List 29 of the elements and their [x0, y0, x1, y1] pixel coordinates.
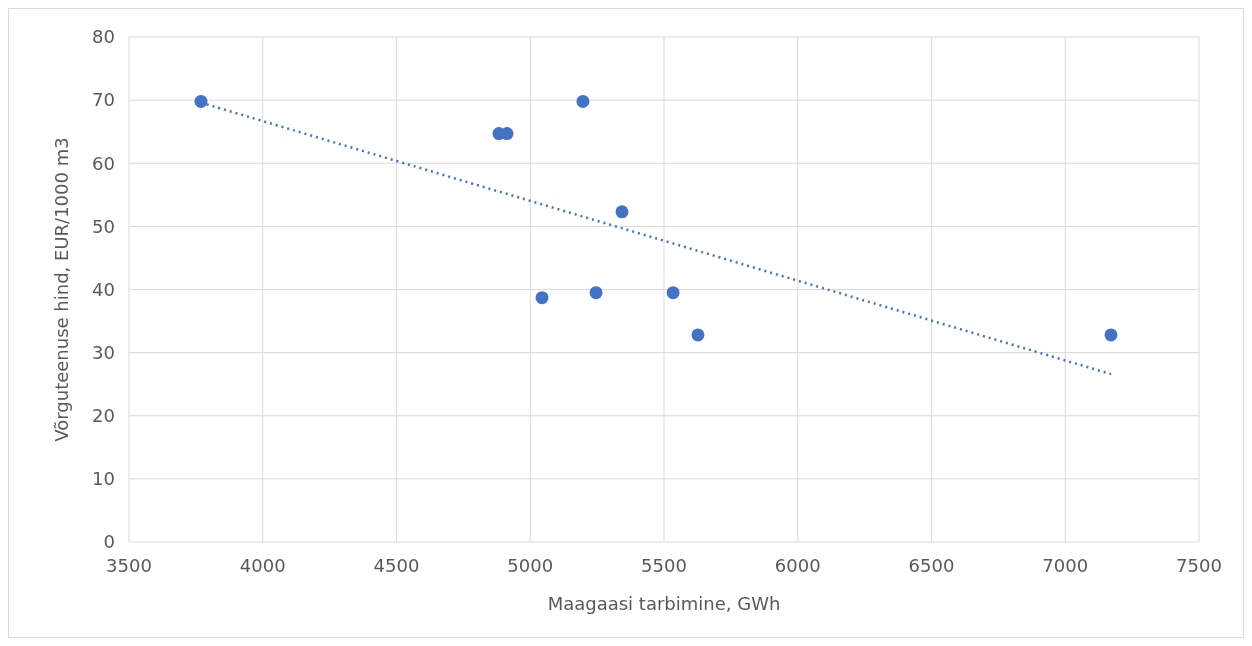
x-tick-label: 4500 [373, 555, 420, 576]
y-axis-title: Võrguteenuse hind, EUR/1000 m3 [51, 137, 72, 442]
point [589, 286, 603, 300]
point [691, 328, 705, 342]
y-tick-label: 80 [92, 26, 115, 48]
x-tick-label: 6000 [774, 555, 821, 576]
point [194, 94, 208, 108]
point [535, 291, 549, 305]
y-tick-label: 0 [103, 531, 115, 553]
y-tick-label: 70 [92, 89, 115, 111]
x-tick-label: 4000 [239, 555, 286, 576]
x-axis-title: Maagaasi tarbimine, GWh [547, 593, 781, 614]
y-tick-label: 50 [92, 215, 115, 237]
y-tick-label: 60 [92, 152, 115, 174]
point [500, 127, 514, 141]
x-tick-label: 3500 [106, 555, 152, 576]
y-tick-label: 10 [92, 468, 115, 490]
point [666, 286, 680, 300]
x-tick-label: 7000 [1042, 555, 1089, 576]
x-tick-label: 5000 [507, 555, 554, 576]
point [1104, 328, 1118, 342]
point [615, 205, 629, 219]
y-tick-label: 30 [92, 341, 115, 363]
x-tick-label: 6500 [908, 555, 955, 576]
y-tick-label: 20 [92, 405, 115, 427]
x-tick-label: 7500 [1176, 555, 1222, 576]
x-tick-label: 5500 [641, 555, 687, 576]
y-tick-label: 40 [92, 278, 115, 300]
point [576, 94, 590, 108]
